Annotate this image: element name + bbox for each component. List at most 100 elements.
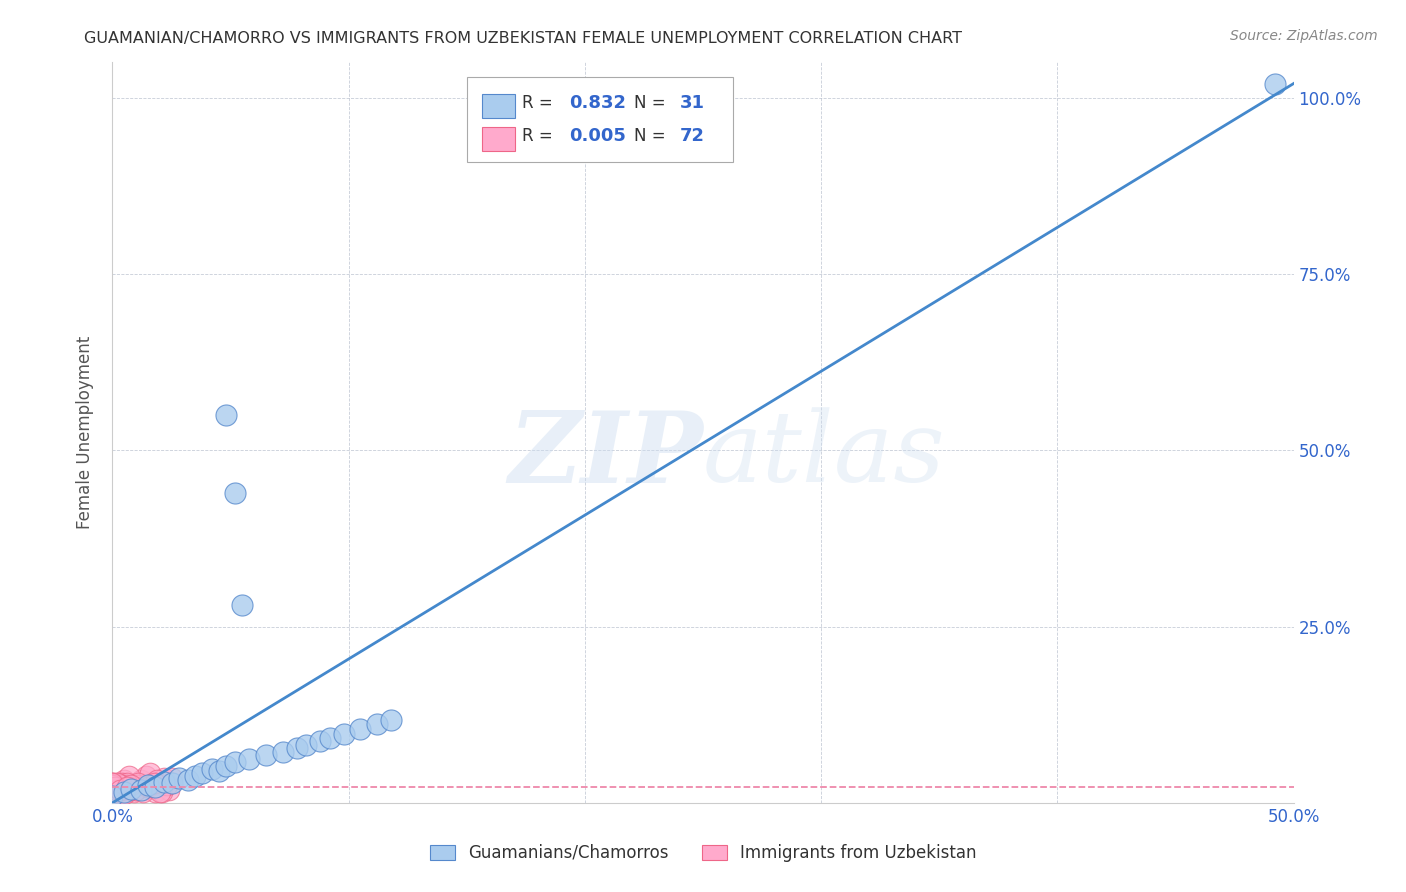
Point [143,776,166,790]
Point [105,785,128,799]
Point [309,733,332,747]
Point [104,778,127,792]
Point [112,788,135,802]
Text: ZIP: ZIP [508,407,703,503]
Point [115,785,138,799]
Point [118,780,141,795]
Point [108,785,131,799]
Point [184,769,207,783]
Point [224,755,246,769]
Point [153,771,176,785]
Text: N =: N = [634,128,672,145]
Point [254,747,277,762]
Point [112,773,135,788]
Point [167,771,190,785]
Text: R =: R = [522,128,558,145]
Text: GUAMANIAN/CHAMORRO VS IMMIGRANTS FROM UZBEKISTAN FEMALE UNEMPLOYMENT CORRELATION: GUAMANIAN/CHAMORRO VS IMMIGRANTS FROM UZ… [84,31,962,46]
Point [319,731,342,745]
FancyBboxPatch shape [482,94,515,118]
Point [143,785,166,799]
Point [224,485,246,500]
Point [136,780,159,795]
Point [129,780,152,795]
Point [231,599,253,613]
Point [349,722,371,736]
Point [129,773,152,788]
Point [104,780,127,795]
Point [156,778,179,792]
Legend: Guamanians/Chamorros, Immigrants from Uzbekistan: Guamanians/Chamorros, Immigrants from Uz… [423,838,983,869]
Text: 31: 31 [679,95,704,112]
Point [160,776,183,790]
Point [108,776,131,790]
Point [115,783,138,797]
FancyBboxPatch shape [482,127,515,152]
Point [295,738,318,752]
Point [118,783,141,797]
Point [101,783,124,797]
Point [132,783,155,797]
Point [108,778,131,792]
Point [120,778,142,792]
Point [125,783,148,797]
Point [285,740,308,755]
Point [104,785,127,799]
Point [149,785,172,799]
Point [271,745,294,759]
Point [101,785,124,799]
Point [122,785,145,799]
Point [215,408,238,422]
Point [129,783,152,797]
Point [120,781,142,796]
Point [333,727,356,741]
Point [101,776,124,790]
Point [108,780,131,795]
Point [115,780,138,795]
Point [105,783,128,797]
Point [215,759,238,773]
Point [111,780,134,795]
Point [135,769,157,783]
Point [105,783,128,797]
Point [201,762,224,776]
Point [157,783,180,797]
Point [105,776,128,790]
Point [160,771,183,785]
Point [143,780,166,795]
Point [105,780,128,795]
Point [208,764,231,778]
Point [150,785,173,799]
Point [105,785,128,799]
Point [136,780,159,795]
Point [120,778,142,792]
Text: 0.005: 0.005 [569,128,627,145]
Point [105,781,128,796]
Y-axis label: Female Unemployment: Female Unemployment [76,336,94,529]
Point [122,780,145,795]
Point [118,769,141,783]
Point [238,752,260,766]
Point [101,789,124,803]
Point [112,778,135,792]
Point [125,783,148,797]
Point [380,713,402,727]
Text: 0.832: 0.832 [569,95,627,112]
Text: N =: N = [634,95,672,112]
Point [149,778,172,792]
Text: R =: R = [522,95,558,112]
Point [108,783,131,797]
Point [101,778,124,792]
Point [142,776,165,790]
Point [127,776,149,790]
Point [101,780,124,795]
Point [101,776,124,790]
Point [120,780,142,795]
Point [125,776,148,790]
Point [104,783,127,797]
Point [101,778,124,792]
Point [112,785,135,799]
Point [111,776,134,790]
Point [112,783,135,797]
Point [101,776,124,790]
Point [366,716,388,731]
